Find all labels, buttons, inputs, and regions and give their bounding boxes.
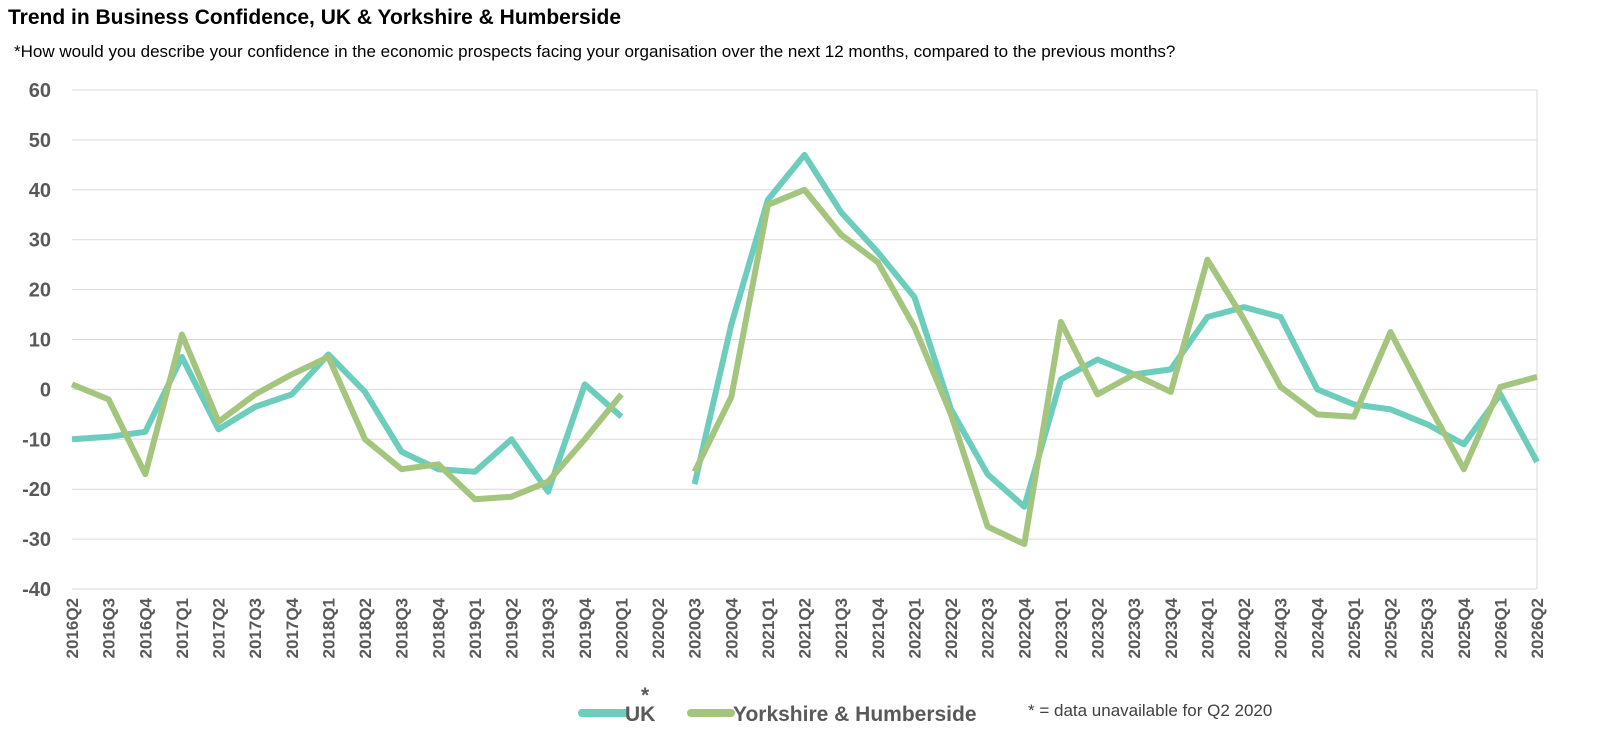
x-tick-label: 2016Q4 xyxy=(136,597,155,658)
x-tick-label: 2025Q2 xyxy=(1382,598,1401,659)
y-tick-label: 40 xyxy=(29,180,51,202)
x-tick-label: 2016Q2 xyxy=(63,598,82,659)
x-tick-label: 2021Q2 xyxy=(796,598,815,659)
x-tick-label: 2026Q2 xyxy=(1528,598,1547,659)
x-tick-label: 2023Q2 xyxy=(1089,598,1108,659)
series-line-uk xyxy=(691,151,1540,510)
legend-star: * xyxy=(641,684,650,707)
x-tick-label: 2025Q3 xyxy=(1418,598,1437,659)
x-tick-label: 2024Q4 xyxy=(1308,597,1327,658)
chart-title: Trend in Business Confidence, UK & Yorks… xyxy=(8,6,622,29)
x-tick-label: 2020Q4 xyxy=(722,597,741,658)
x-tick-label: 2017Q3 xyxy=(246,598,265,659)
x-tick-label: 2018Q1 xyxy=(319,598,338,659)
series-line-yorkshire xyxy=(691,186,1538,548)
x-tick-label: 2023Q4 xyxy=(1162,597,1181,658)
y-tick-label: -10 xyxy=(22,429,51,451)
x-tick-label: 2020Q3 xyxy=(686,598,705,659)
x-axis: 2016Q2 2016Q3 2016Q4 2017Q1 2017Q2 2017Q3 2017… xyxy=(63,597,1547,658)
x-tick-label: 2022Q2 xyxy=(942,598,961,659)
x-tick-label: 2021Q4 xyxy=(869,597,888,658)
x-tick-label: 2023Q1 xyxy=(1052,598,1071,659)
y-tick-label: 20 xyxy=(29,280,51,302)
y-tick-label: -40 xyxy=(22,579,51,601)
x-tick-label: 2022Q3 xyxy=(979,598,998,659)
x-tick-label: 2020Q2 xyxy=(649,598,668,659)
x-tick-label: 2018Q3 xyxy=(393,598,412,659)
x-tick-label: 2019Q4 xyxy=(576,597,595,658)
x-tick-label: 2022Q4 xyxy=(1015,597,1034,658)
x-tick-label: 2018Q4 xyxy=(429,597,448,658)
series-line-uk xyxy=(71,351,624,495)
legend-label-yorkshire: Yorkshire & Humberside xyxy=(733,703,977,726)
x-tick-label: 2017Q4 xyxy=(283,597,302,658)
series-line-yorkshire xyxy=(70,331,624,503)
y-tick-label: 50 xyxy=(29,130,51,152)
x-tick-label: 2017Q1 xyxy=(173,598,192,659)
chart-subtitle: *How would you describe your confidence … xyxy=(14,42,1176,61)
x-tick-label: 2017Q2 xyxy=(210,598,229,659)
legend: UK * Yorkshire & Humberside * = data una… xyxy=(578,684,1272,726)
y-tick-label: -30 xyxy=(22,529,51,551)
x-tick-label: 2026Q1 xyxy=(1491,598,1510,659)
x-tick-label: 2022Q1 xyxy=(905,598,924,659)
x-tick-label: 2024Q1 xyxy=(1198,598,1217,659)
series-lines xyxy=(70,151,1540,548)
x-tick-label: 2025Q1 xyxy=(1345,598,1364,659)
y-tick-label: 10 xyxy=(29,330,51,352)
y-axis: 60 50 40 30 20 10 0 -10 -20 -30 -40 xyxy=(22,80,51,601)
x-tick-label: 2023Q3 xyxy=(1125,598,1144,659)
x-tick-label: 2020Q1 xyxy=(612,598,631,659)
x-tick-label: 2016Q3 xyxy=(100,598,119,659)
x-tick-label: 2019Q1 xyxy=(466,598,485,659)
x-tick-label: 2024Q3 xyxy=(1272,598,1291,659)
x-tick-label: 2024Q2 xyxy=(1235,598,1254,659)
x-tick-label: 2021Q1 xyxy=(759,598,778,659)
grid xyxy=(72,89,1538,590)
x-tick-label: 2021Q3 xyxy=(832,598,851,659)
y-tick-label: 60 xyxy=(29,80,51,102)
legend-label-uk: UK xyxy=(625,703,655,726)
x-tick-label: 2018Q2 xyxy=(356,598,375,659)
y-tick-label: -20 xyxy=(22,479,51,501)
x-tick-label: 2019Q3 xyxy=(539,598,558,659)
x-tick-label: 2019Q2 xyxy=(503,598,522,659)
y-tick-label: 30 xyxy=(29,230,51,252)
x-tick-label: 2025Q4 xyxy=(1455,597,1474,658)
y-tick-label: 0 xyxy=(40,379,51,401)
legend-note: * = data unavailable for Q2 2020 xyxy=(1028,701,1272,720)
